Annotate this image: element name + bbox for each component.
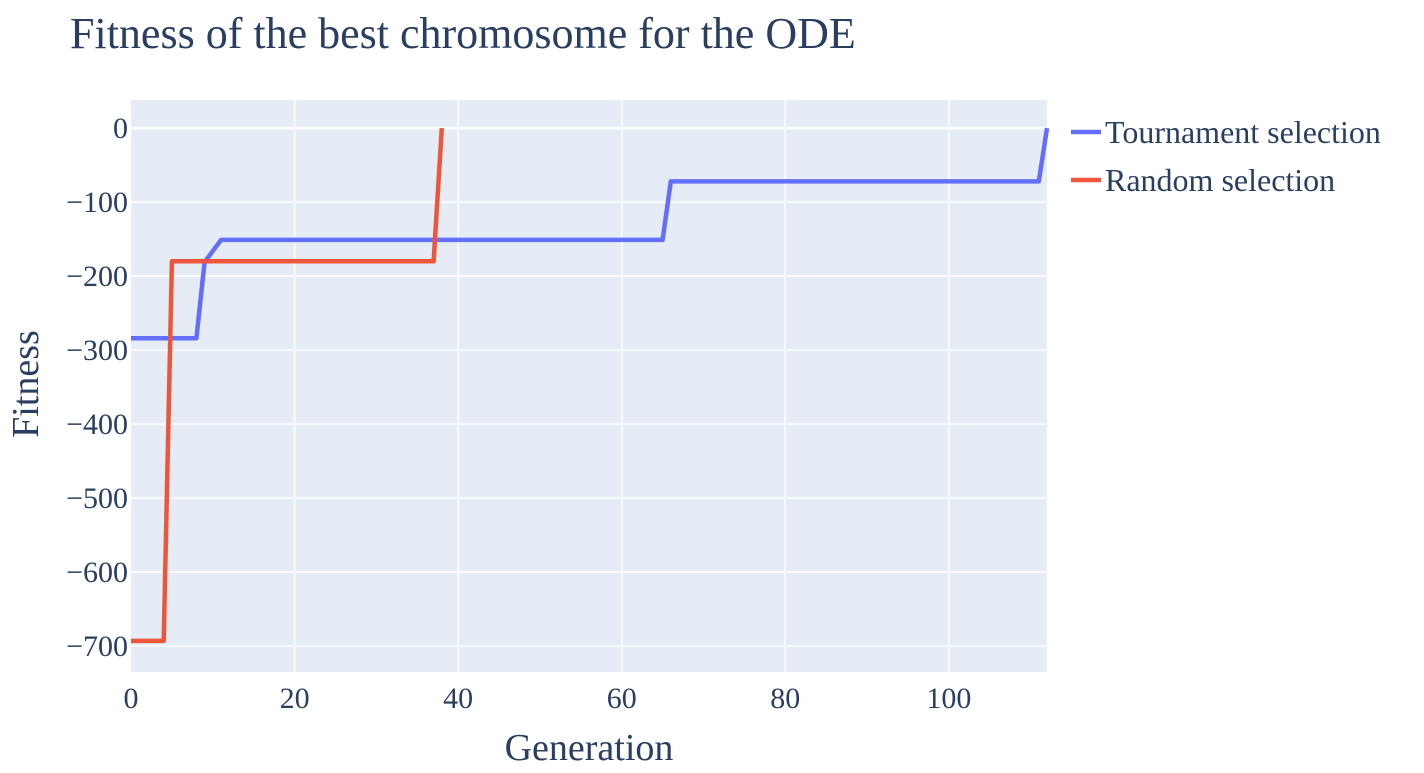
x-tick-label: 40 (443, 682, 473, 715)
chart-title: Fitness of the best chromosome for the O… (70, 9, 856, 58)
y-tick-label: 0 (113, 112, 128, 145)
y-tick-label: −300 (66, 334, 128, 367)
x-tick-labels: 0 20 40 60 80 100 (124, 682, 972, 715)
legend-label-1: Tournament selection (1105, 114, 1381, 150)
y-tick-label: −100 (66, 186, 128, 219)
x-tick-label: 60 (607, 682, 637, 715)
legend: Tournament selection Random selection (1071, 114, 1381, 198)
y-tick-label: −200 (66, 260, 128, 293)
y-gridlines (131, 126, 1047, 647)
series-line-1 (131, 127, 1050, 341)
legend-label-2: Random selection (1105, 162, 1335, 198)
y-tick-labels: 0 −100 −200 −300 −400 −500 −600 −700 (66, 112, 128, 663)
y-tick-label: −600 (66, 556, 128, 589)
series-layer (131, 127, 1050, 644)
x-tick-label: 20 (280, 682, 310, 715)
x-tick-label: 0 (124, 682, 139, 715)
y-tick-label: −500 (66, 482, 128, 515)
series-line-2 (131, 127, 445, 644)
y-tick-label: −700 (66, 630, 128, 663)
x-gridlines (293, 100, 950, 672)
y-tick-label: −400 (66, 408, 128, 441)
x-axis-title: Generation (505, 727, 674, 769)
x-tick-label: 80 (770, 682, 800, 715)
y-axis-title: Fitness (5, 330, 47, 438)
plot-area (131, 100, 1047, 672)
x-tick-label: 100 (926, 682, 971, 715)
